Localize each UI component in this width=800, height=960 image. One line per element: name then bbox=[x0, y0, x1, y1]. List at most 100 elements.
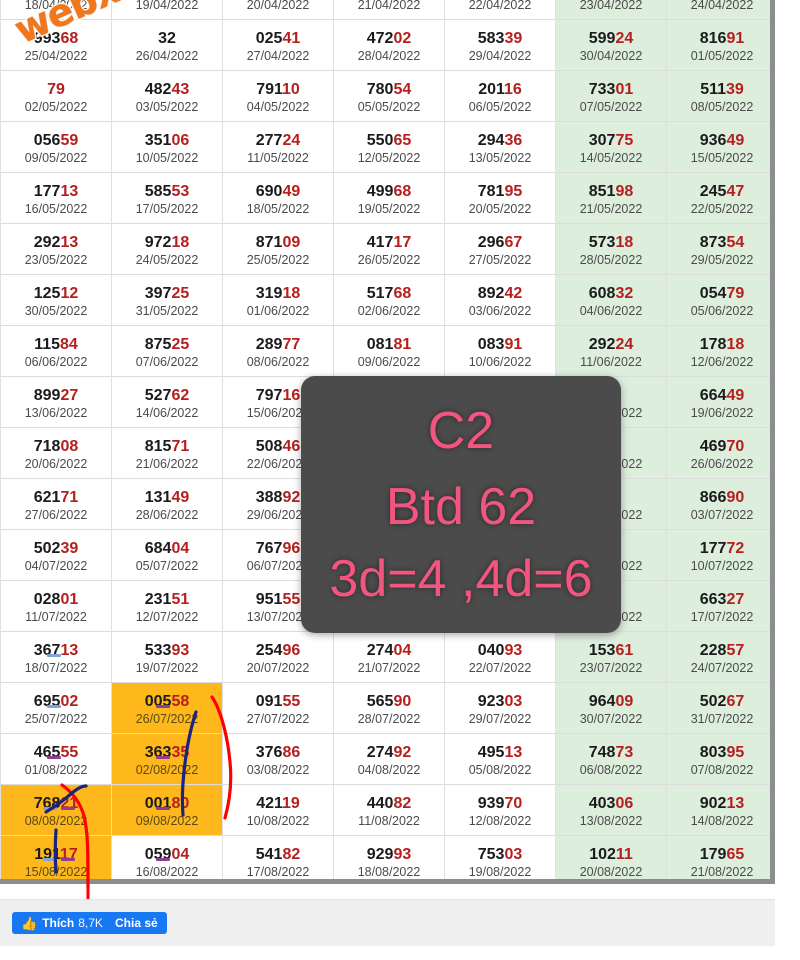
result-cell[interactable]: 78195 20/05/2022 bbox=[444, 172, 556, 224]
result-cell[interactable]: 40306 13/08/2022 bbox=[555, 784, 667, 836]
result-cell[interactable]: 25496 20/07/2022 bbox=[222, 631, 334, 683]
result-cell[interactable]: 99368 25/04/2022 bbox=[0, 19, 112, 71]
result-cell[interactable]: 37686 03/08/2022 bbox=[222, 733, 334, 785]
result-cell[interactable]: 81571 21/06/2022 bbox=[111, 427, 223, 479]
result-cell[interactable]: 55065 12/05/2022 bbox=[333, 121, 445, 173]
result-cell[interactable]: 52762 14/06/2022 bbox=[111, 376, 223, 428]
result-cell[interactable]: 92993 18/08/2022 bbox=[333, 835, 445, 884]
result-cell[interactable]: 62171 27/06/2022 bbox=[0, 478, 112, 530]
result-cell[interactable]: 12512 30/05/2022 bbox=[0, 274, 112, 326]
result-cell[interactable]: 68404 05/07/2022 bbox=[111, 529, 223, 581]
result-cell[interactable]: 20116 06/05/2022 bbox=[444, 70, 556, 122]
result-cell[interactable]: 19117 15/08/2022 bbox=[0, 835, 112, 884]
result-cell[interactable]: 58553 17/05/2022 bbox=[111, 172, 223, 224]
result-cell[interactable]: 05659 09/05/2022 bbox=[0, 121, 112, 173]
result-cell[interactable]: 85198 21/05/2022 bbox=[555, 172, 667, 224]
result-cell[interactable]: 23/04/2022 bbox=[555, 0, 667, 20]
result-cell[interactable]: 56590 28/07/2022 bbox=[333, 682, 445, 734]
result-cell[interactable]: 17965 21/08/2022 bbox=[666, 835, 770, 884]
result-cell[interactable]: 05479 05/06/2022 bbox=[666, 274, 770, 326]
result-cell[interactable]: 18/04/2022 bbox=[0, 0, 112, 20]
result-cell[interactable]: 50239 04/07/2022 bbox=[0, 529, 112, 581]
result-cell[interactable]: 22/04/2022 bbox=[444, 0, 556, 20]
result-cell[interactable]: 87109 25/05/2022 bbox=[222, 223, 334, 275]
result-cell[interactable]: 75303 19/08/2022 bbox=[444, 835, 556, 884]
result-cell[interactable]: 30775 14/05/2022 bbox=[555, 121, 667, 173]
result-cell[interactable]: 92303 29/07/2022 bbox=[444, 682, 556, 734]
result-cell[interactable]: 48243 03/05/2022 bbox=[111, 70, 223, 122]
vertical-scrollbar[interactable] bbox=[770, 0, 775, 884]
result-cell[interactable]: 93970 12/08/2022 bbox=[444, 784, 556, 836]
result-cell[interactable]: 36335 02/08/2022 bbox=[111, 733, 223, 785]
result-cell[interactable]: 80395 07/08/2022 bbox=[666, 733, 770, 785]
result-cell[interactable]: 57318 28/05/2022 bbox=[555, 223, 667, 275]
result-cell[interactable]: 71808 20/06/2022 bbox=[0, 427, 112, 479]
result-cell[interactable]: 44082 11/08/2022 bbox=[333, 784, 445, 836]
result-cell[interactable]: 42119 10/08/2022 bbox=[222, 784, 334, 836]
result-cell[interactable]: 76821 08/08/2022 bbox=[0, 784, 112, 836]
result-cell[interactable]: 21/04/2022 bbox=[333, 0, 445, 20]
result-cell[interactable]: 73301 07/05/2022 bbox=[555, 70, 667, 122]
result-cell[interactable]: 15361 23/07/2022 bbox=[555, 631, 667, 683]
result-cell[interactable]: 29224 11/06/2022 bbox=[555, 325, 667, 377]
result-cell[interactable]: 32 26/04/2022 bbox=[111, 19, 223, 71]
result-cell[interactable]: 29436 13/05/2022 bbox=[444, 121, 556, 173]
result-cell[interactable]: 51139 08/05/2022 bbox=[666, 70, 770, 122]
results-table-scroll-area[interactable]: 18/04/2022 19/04/2022 20/04/2022 21/04/2… bbox=[0, 0, 775, 884]
result-cell[interactable]: 38892 29/06/2022 bbox=[222, 478, 334, 530]
result-cell[interactable]: 31918 01/06/2022 bbox=[222, 274, 334, 326]
result-cell[interactable]: 22857 24/07/2022 bbox=[666, 631, 770, 683]
result-cell[interactable]: 60832 04/06/2022 bbox=[555, 274, 667, 326]
result-cell[interactable]: 58339 29/04/2022 bbox=[444, 19, 556, 71]
result-cell[interactable]: 79 02/05/2022 bbox=[0, 70, 112, 122]
result-cell[interactable]: 86690 03/07/2022 bbox=[666, 478, 770, 530]
result-cell[interactable]: 89927 13/06/2022 bbox=[0, 376, 112, 428]
result-cell[interactable]: 66327 17/07/2022 bbox=[666, 580, 770, 632]
result-cell[interactable]: 46555 01/08/2022 bbox=[0, 733, 112, 785]
result-cell[interactable]: 96409 30/07/2022 bbox=[555, 682, 667, 734]
result-cell[interactable]: 13149 28/06/2022 bbox=[111, 478, 223, 530]
result-cell[interactable]: 53393 19/07/2022 bbox=[111, 631, 223, 683]
result-cell[interactable]: 87525 07/06/2022 bbox=[111, 325, 223, 377]
result-cell[interactable]: 10211 20/08/2022 bbox=[555, 835, 667, 884]
result-cell[interactable]: 02801 11/07/2022 bbox=[0, 580, 112, 632]
result-cell[interactable]: 00558 26/07/2022 bbox=[111, 682, 223, 734]
result-cell[interactable]: 66449 19/06/2022 bbox=[666, 376, 770, 428]
result-cell[interactable]: 50267 31/07/2022 bbox=[666, 682, 770, 734]
result-cell[interactable]: 05904 16/08/2022 bbox=[111, 835, 223, 884]
result-cell[interactable]: 46970 26/06/2022 bbox=[666, 427, 770, 479]
result-cell[interactable]: 00180 09/08/2022 bbox=[111, 784, 223, 836]
result-cell[interactable]: 90213 14/08/2022 bbox=[666, 784, 770, 836]
result-cell[interactable]: 59924 30/04/2022 bbox=[555, 19, 667, 71]
scrollbar-thumb[interactable] bbox=[770, 0, 775, 884]
result-cell[interactable]: 29213 23/05/2022 bbox=[0, 223, 112, 275]
result-cell[interactable]: 17713 16/05/2022 bbox=[0, 172, 112, 224]
result-cell[interactable]: 69049 18/05/2022 bbox=[222, 172, 334, 224]
result-cell[interactable]: 39725 31/05/2022 bbox=[111, 274, 223, 326]
result-cell[interactable]: 79110 04/05/2022 bbox=[222, 70, 334, 122]
result-cell[interactable]: 28977 08/06/2022 bbox=[222, 325, 334, 377]
result-cell[interactable]: 69502 25/07/2022 bbox=[0, 682, 112, 734]
result-cell[interactable]: 19/04/2022 bbox=[111, 0, 223, 20]
result-cell[interactable]: 29667 27/05/2022 bbox=[444, 223, 556, 275]
result-cell[interactable]: 02541 27/04/2022 bbox=[222, 19, 334, 71]
result-cell[interactable]: 54182 17/08/2022 bbox=[222, 835, 334, 884]
result-cell[interactable]: 23151 12/07/2022 bbox=[111, 580, 223, 632]
result-cell[interactable]: 36713 18/07/2022 bbox=[0, 631, 112, 683]
result-cell[interactable]: 08181 09/06/2022 bbox=[333, 325, 445, 377]
result-cell[interactable]: 20/04/2022 bbox=[222, 0, 334, 20]
result-cell[interactable]: 51768 02/06/2022 bbox=[333, 274, 445, 326]
result-cell[interactable]: 11584 06/06/2022 bbox=[0, 325, 112, 377]
result-cell[interactable]: 81691 01/05/2022 bbox=[666, 19, 770, 71]
result-cell[interactable]: 27404 21/07/2022 bbox=[333, 631, 445, 683]
result-cell[interactable]: 49513 05/08/2022 bbox=[444, 733, 556, 785]
result-cell[interactable]: 09155 27/07/2022 bbox=[222, 682, 334, 734]
result-cell[interactable]: 35106 10/05/2022 bbox=[111, 121, 223, 173]
facebook-share-button[interactable]: Chia sẻ bbox=[106, 912, 167, 934]
result-cell[interactable]: 49968 19/05/2022 bbox=[333, 172, 445, 224]
result-cell[interactable]: 17818 12/06/2022 bbox=[666, 325, 770, 377]
result-cell[interactable]: 27724 11/05/2022 bbox=[222, 121, 334, 173]
result-cell[interactable]: 87354 29/05/2022 bbox=[666, 223, 770, 275]
result-cell[interactable]: 93649 15/05/2022 bbox=[666, 121, 770, 173]
result-cell[interactable]: 24/04/2022 bbox=[666, 0, 770, 20]
